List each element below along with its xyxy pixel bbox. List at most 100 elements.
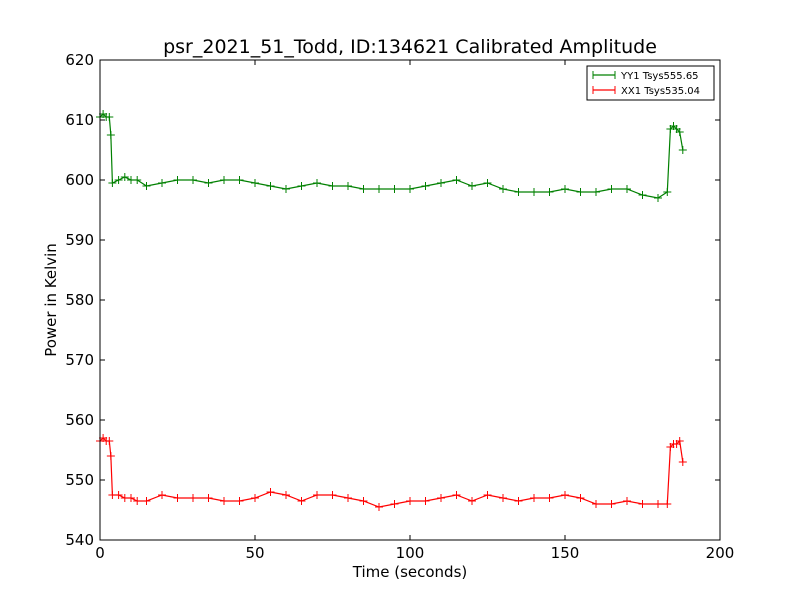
y-tick-label: 540 <box>65 531 94 549</box>
legend-entry-label: YY1 Tsys555.65 <box>620 71 699 82</box>
data-point <box>468 497 476 505</box>
data-point <box>108 179 117 187</box>
data-point <box>266 488 275 496</box>
y-tick-label: 570 <box>65 351 94 369</box>
data-point <box>158 491 166 499</box>
data-point <box>328 491 337 499</box>
data-point <box>158 179 166 187</box>
data-point <box>638 500 647 508</box>
data-point <box>592 188 600 196</box>
data-point <box>204 179 213 187</box>
y-tick-label: 600 <box>65 171 94 189</box>
series-line <box>99 113 684 199</box>
data-point <box>142 497 151 505</box>
data-point <box>678 146 687 154</box>
y-axis: 540 550 560 570 580 590 600 610 620 <box>65 51 720 549</box>
data-point <box>344 182 352 190</box>
data-point <box>173 176 182 184</box>
y-tick-label: 610 <box>65 111 94 129</box>
data-point <box>561 491 569 499</box>
data-point <box>452 491 461 499</box>
data-point <box>114 491 123 499</box>
data-point <box>220 497 228 505</box>
data-point <box>483 491 492 499</box>
data-point <box>173 494 182 502</box>
data-point <box>127 494 135 502</box>
data-point <box>235 497 244 505</box>
data-point <box>514 497 523 505</box>
x-tick-label: 0 <box>95 544 105 562</box>
data-point <box>344 494 352 502</box>
legend-marker <box>592 86 616 94</box>
data-point <box>235 176 244 184</box>
data-point <box>514 188 523 196</box>
data-point <box>133 176 142 184</box>
x-axis: 0 50 100 150 200 <box>95 60 734 562</box>
data-point <box>437 179 445 187</box>
data-point <box>106 131 115 139</box>
data-point <box>105 113 114 121</box>
plot-area <box>96 59 721 541</box>
data-point <box>313 179 321 187</box>
data-point <box>421 497 430 505</box>
chart-title: psr_2021_51_Todd, ID:134621 Calibrated A… <box>163 36 657 58</box>
data-point <box>576 188 585 196</box>
data-point <box>297 497 306 505</box>
data-point <box>406 497 414 505</box>
x-tick-label: 200 <box>706 544 735 562</box>
data-point <box>114 176 123 184</box>
data-point <box>105 437 114 445</box>
data-point <box>607 185 616 193</box>
data-point <box>499 185 507 193</box>
data-point <box>266 182 275 190</box>
data-point <box>530 494 538 502</box>
data-point <box>607 500 616 508</box>
legend-entry-label: XX1 Tsys535.04 <box>621 86 700 97</box>
data-point <box>623 185 631 193</box>
data-point <box>452 176 461 184</box>
data-point <box>282 491 290 499</box>
data-point <box>623 497 631 505</box>
legend-box <box>586 65 715 101</box>
data-point <box>592 500 600 508</box>
data-point <box>678 458 687 466</box>
legend: YY1 Tsys555.65 XX1 Tsys535.04 <box>586 65 715 101</box>
y-tick-label: 620 <box>65 51 94 69</box>
axes-frame <box>99 59 721 541</box>
data-point <box>663 188 672 196</box>
data-point <box>545 494 554 502</box>
data-point <box>251 179 259 187</box>
data-point <box>499 494 507 502</box>
data-point <box>576 494 585 502</box>
data-point <box>675 128 684 136</box>
data-point <box>328 182 337 190</box>
data-point <box>421 182 430 190</box>
data-point <box>390 500 399 508</box>
data-point <box>359 185 368 193</box>
data-point <box>282 185 290 193</box>
data-point <box>251 494 259 502</box>
data-point <box>375 185 383 193</box>
data-point <box>675 437 684 445</box>
data-point <box>375 503 383 511</box>
y-tick-label: 590 <box>65 231 94 249</box>
data-point <box>545 188 554 196</box>
data-point <box>530 188 538 196</box>
data-point <box>638 191 647 199</box>
x-axis-label: Time (seconds) <box>352 563 468 581</box>
data-point <box>297 182 306 190</box>
x-tick-label: 100 <box>396 544 425 562</box>
data-point <box>406 185 414 193</box>
data-point <box>654 500 662 508</box>
x-tick-label: 150 <box>551 544 580 562</box>
data-point <box>189 494 197 502</box>
y-axis-label: Power in Kelvin <box>42 243 60 357</box>
data-point <box>483 179 492 187</box>
data-point <box>359 497 368 505</box>
y-tick-label: 550 <box>65 471 94 489</box>
series-0 <box>96 110 687 202</box>
data-point <box>120 173 129 181</box>
legend-marker <box>592 71 616 79</box>
